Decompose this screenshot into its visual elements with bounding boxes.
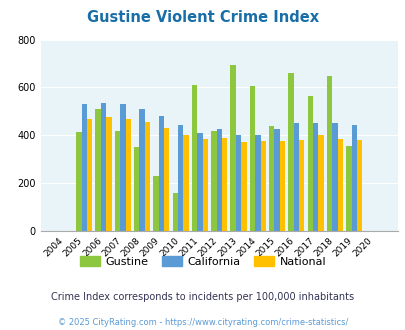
Bar (345, 146, 351, 231)
Bar (87, 118, 92, 231)
Bar (312, 123, 318, 231)
Bar (158, 116, 164, 231)
Bar (331, 123, 337, 231)
Bar (153, 176, 158, 231)
Bar (288, 73, 293, 231)
Bar (183, 135, 188, 231)
Bar (120, 104, 125, 231)
Bar (115, 131, 120, 231)
Bar (125, 118, 130, 231)
Bar (202, 139, 207, 231)
Bar (76, 132, 81, 231)
Bar (197, 133, 202, 231)
Bar (145, 122, 150, 231)
Legend: Gustine, California, National: Gustine, California, National (75, 251, 330, 271)
Bar (307, 96, 312, 231)
Bar (293, 123, 298, 231)
Bar (274, 129, 279, 231)
Bar (230, 65, 235, 231)
Bar (260, 141, 265, 231)
Bar (100, 103, 106, 231)
Bar (222, 138, 227, 231)
Bar (269, 126, 274, 231)
Bar (106, 117, 111, 231)
Bar (172, 193, 177, 231)
Bar (279, 141, 284, 231)
Bar (134, 147, 139, 231)
Bar (298, 140, 304, 231)
Bar (235, 135, 241, 231)
Bar (216, 129, 222, 231)
Bar (139, 109, 145, 231)
Bar (95, 109, 100, 231)
Bar (326, 76, 331, 231)
Bar (249, 86, 254, 231)
Bar (356, 140, 361, 231)
Bar (318, 135, 323, 231)
Bar (254, 135, 260, 231)
Bar (81, 104, 87, 231)
Bar (337, 139, 342, 231)
Text: Crime Index corresponds to incidents per 100,000 inhabitants: Crime Index corresponds to incidents per… (51, 292, 354, 302)
Bar (241, 143, 246, 231)
Bar (211, 131, 216, 231)
Text: Gustine Violent Crime Index: Gustine Violent Crime Index (87, 10, 318, 25)
Bar (351, 124, 356, 231)
Bar (177, 124, 183, 231)
Bar (192, 85, 197, 231)
Text: © 2025 CityRating.com - https://www.cityrating.com/crime-statistics/: © 2025 CityRating.com - https://www.city… (58, 318, 347, 327)
Bar (164, 128, 169, 231)
